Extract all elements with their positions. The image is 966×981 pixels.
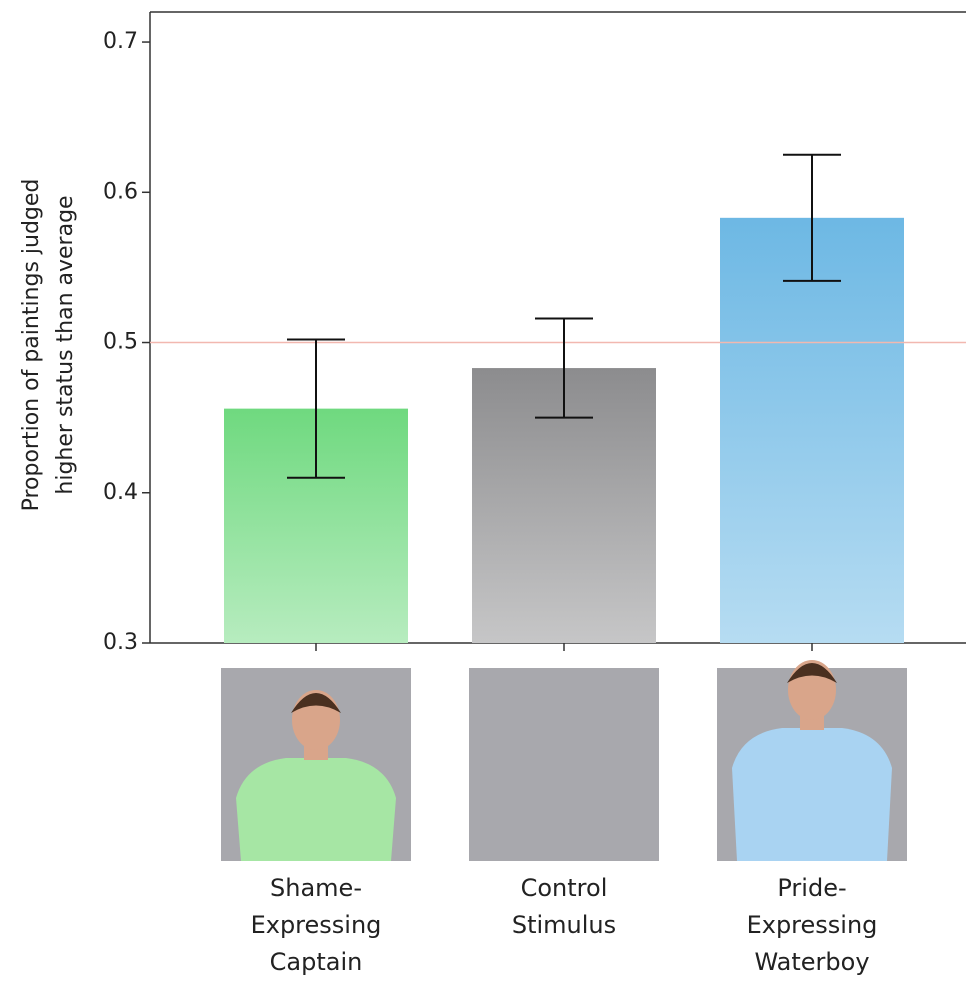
y-axis-label: higher status than average [53, 195, 78, 494]
y-tick-label: 0.3 [103, 630, 138, 655]
page: Proportion of paintings judged higher st… [0, 0, 966, 978]
y-tick-label: 0.5 [103, 330, 138, 355]
y-tick-label: 0.4 [103, 480, 138, 505]
y-tick-label: 0.7 [103, 29, 138, 54]
chart: Proportion of paintings judged higher st… [0, 0, 966, 978]
x-tick-label: Pride- Expressing Waterboy [692, 870, 932, 981]
stimulus-photo [469, 668, 659, 861]
x-tick-label: Control Stimulus [444, 870, 684, 944]
y-axis-label: Proportion of paintings judged [19, 179, 44, 512]
x-tick-label: Shame- Expressing Captain [196, 870, 436, 981]
shirt [236, 758, 396, 861]
shirt [732, 728, 892, 861]
y-tick-label: 0.6 [103, 179, 138, 204]
